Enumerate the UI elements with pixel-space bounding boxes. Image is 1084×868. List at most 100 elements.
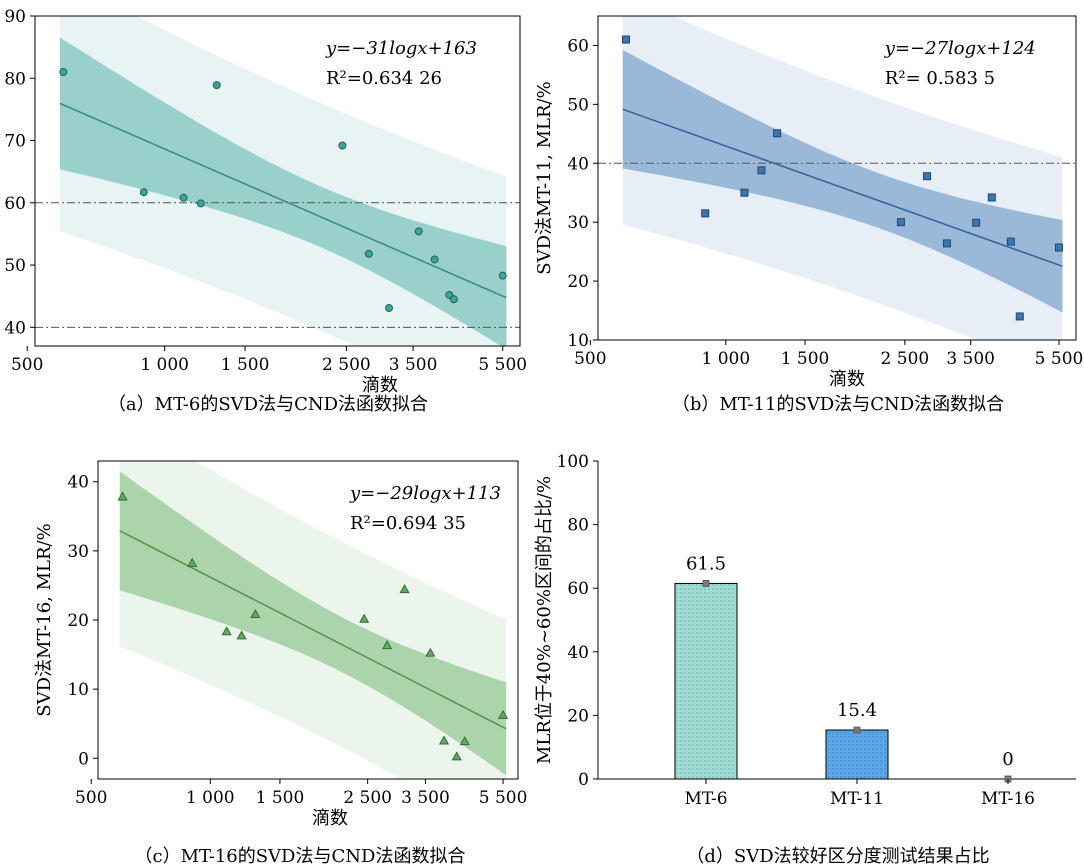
data-point [212, 81, 221, 90]
x-tick-label: MT-16 [981, 789, 1035, 809]
y-tick-label: 20 [567, 272, 589, 292]
chart-0: 40 50 60 70 80 90 500 1 000 1 500 2 500 3 500 5 500… [4, 7, 527, 396]
x-tick-label: 2 500 [881, 349, 930, 369]
chart-1: 10 20 30 40 50 60 500 1 000 1 500 2 500 3 500 5 500… [534, 15, 1084, 390]
caption: （a）MT-6的SVD法与CND法函数拟合 [108, 394, 428, 415]
data-point [414, 227, 423, 236]
data-point [498, 271, 507, 280]
data-point [459, 736, 470, 746]
y-tick-label: 60 [567, 579, 589, 599]
x-tick-label: MT-11 [830, 789, 884, 809]
y-tick-label: 40 [4, 318, 26, 338]
data-point [382, 640, 393, 650]
data-point [59, 68, 68, 77]
y-tick-label: 80 [4, 69, 26, 89]
y-tick-label: 10 [567, 331, 589, 351]
equation-text: y=−31logx+163 [325, 38, 477, 59]
y-tick-label: 60 [4, 194, 26, 214]
data-point [196, 199, 205, 208]
prediction-band [119, 461, 507, 779]
data-point [187, 557, 198, 567]
data-point [987, 193, 996, 202]
x-tick-label: 2 500 [343, 788, 392, 808]
data-point [438, 735, 450, 745]
data-point [451, 751, 462, 761]
data-point [773, 129, 782, 138]
y-tick-label: 30 [567, 213, 589, 233]
x-tick-label: 3 500 [389, 355, 438, 375]
bar-mt-6 [674, 582, 738, 780]
x-axis-label: 滴数 [829, 369, 865, 390]
y-tick-label: 80 [567, 516, 589, 536]
y-tick-label: 50 [567, 95, 589, 115]
bar-mt-11 [825, 729, 889, 780]
data-label: 0 [1002, 749, 1013, 770]
prediction-band [60, 16, 507, 346]
data-point [399, 584, 410, 594]
data-point [1006, 237, 1015, 246]
plot-area [598, 16, 1076, 340]
x-tick-label: 3 500 [946, 349, 995, 369]
chart-3: 0 20 40 60 80 100 61.5 MT-6 15.4 MT-11 0 MT-16 MLR位于… [534, 452, 1076, 809]
data-point [117, 491, 128, 501]
y-axis-label: MLR位于40%~60%区间的占比/% [534, 476, 555, 764]
plot-frame [34, 15, 521, 347]
x-tick-label: 3 500 [401, 788, 450, 808]
data-point [236, 630, 247, 640]
data-point [740, 188, 749, 197]
x-tick-label: 5 500 [1035, 349, 1084, 369]
plot-frame [597, 15, 1077, 341]
x-tick-label: MT-6 [684, 789, 727, 809]
y-tick-label: 40 [67, 473, 89, 493]
y-tick-label: 30 [67, 542, 89, 562]
data-label: 61.5 [686, 553, 726, 574]
x-tick-label: 1 000 [186, 788, 235, 808]
chart-2: 0 10 20 30 40 500 1 000 1 500 2 500 3 500 5 500 滴数 S… [34, 460, 528, 829]
y-tick-label: 0 [578, 770, 589, 790]
r2-text: R²=0.634 26 [326, 68, 442, 89]
x-tick-label: 5 500 [478, 355, 527, 375]
data-point [757, 166, 766, 175]
x-tick-label: 500 [75, 788, 107, 808]
data-point [942, 239, 951, 248]
y-tick-label: 40 [567, 154, 589, 174]
y-tick-label: 20 [567, 706, 589, 726]
fit-line [119, 530, 507, 730]
caption: （d）SVD法较好区分度测试结果占比 [686, 846, 989, 867]
y-axis-label: SVD法MT-16, MLR/% [34, 523, 55, 716]
data-point [1015, 312, 1024, 321]
y-tick-label: 20 [67, 611, 89, 631]
caption: （c）MT-16的SVD法与CND法函数拟合 [135, 846, 466, 867]
data-point [364, 249, 373, 258]
confidence-band [60, 37, 507, 346]
equation-text: y=−27logx+124 [884, 38, 1036, 59]
y-axis-label: SVD法MT-11, MLR/% [534, 81, 555, 274]
y-tick-label: 10 [67, 680, 89, 700]
data-point [338, 141, 347, 150]
y-tick-label: 90 [4, 7, 26, 27]
confidence-band [622, 49, 1063, 313]
data-point [425, 647, 436, 657]
y-tick-label: 70 [4, 132, 26, 152]
data-point [359, 613, 370, 623]
x-axis-label: 滴数 [312, 808, 348, 829]
data-point [896, 218, 905, 227]
y-tick-label: 60 [567, 36, 589, 56]
y-tick-label: 40 [567, 643, 589, 663]
fit-line [622, 108, 1063, 267]
x-tick-label: 1 500 [256, 788, 305, 808]
data-point [923, 172, 932, 181]
caption: （b）MT-11的SVD法与CND法函数拟合 [672, 394, 1004, 415]
plot-area [119, 461, 507, 779]
y-tick-label: 50 [4, 256, 26, 276]
y-tick-label: 100 [557, 452, 589, 472]
x-tick-label: 5 500 [479, 788, 528, 808]
x-tick-label: 1 500 [781, 349, 830, 369]
confidence-band [119, 471, 507, 776]
data-point [621, 35, 630, 44]
prediction-band [622, 16, 1063, 340]
x-tick-label: 500 [574, 349, 606, 369]
error-marker [702, 580, 710, 587]
x-tick-label: 1 000 [140, 355, 189, 375]
